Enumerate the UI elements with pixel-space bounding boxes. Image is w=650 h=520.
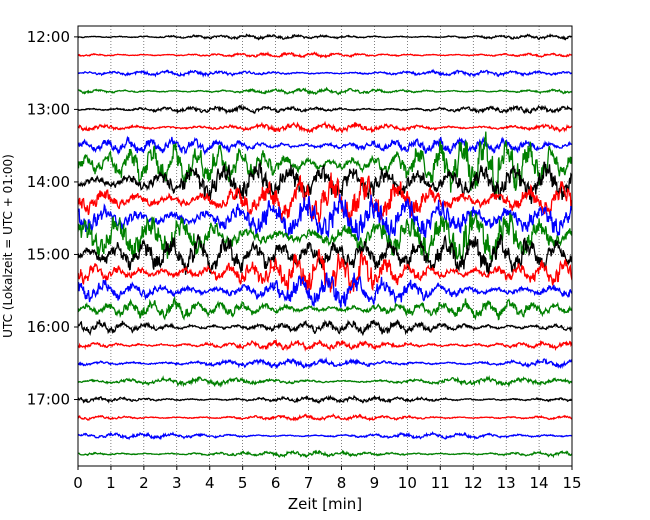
trace-line xyxy=(78,233,572,276)
x-tick-label: 2 xyxy=(139,474,149,492)
y-axis-label: UTC (Lokalzeit = UTC + 01:00) xyxy=(1,154,15,338)
x-axis-label: Zeit [min] xyxy=(288,495,362,513)
trace-line xyxy=(78,431,572,441)
trace-line xyxy=(78,104,572,115)
x-tick-label: 14 xyxy=(530,474,549,492)
x-tick-label: 3 xyxy=(172,474,182,492)
x-tick-label: 0 xyxy=(73,474,83,492)
x-tick-label: 8 xyxy=(337,474,347,492)
x-tick-label: 4 xyxy=(205,474,215,492)
x-tick-label: 10 xyxy=(398,474,417,492)
trace-line xyxy=(78,338,572,352)
y-tick-label: 15:00 xyxy=(27,245,70,263)
ticks: 0 1 2 3 4 5 6 7 8 9 10 11 12 13 14 1512:0013:0014:0015:… xyxy=(27,28,582,492)
trace-line xyxy=(78,33,572,41)
x-tick-label: 6 xyxy=(271,474,281,492)
x-tick-label: 9 xyxy=(370,474,380,492)
trace-line xyxy=(78,68,572,78)
trace-line xyxy=(78,449,572,459)
trace-line xyxy=(78,193,572,243)
trace-line xyxy=(78,86,572,96)
trace-line xyxy=(78,374,572,388)
y-tick-label: 13:00 xyxy=(27,100,70,118)
x-tick-label: 13 xyxy=(497,474,516,492)
trace-line xyxy=(78,51,572,59)
trace-line xyxy=(78,172,572,225)
trace-line xyxy=(78,319,572,337)
trace-line xyxy=(78,135,572,156)
x-tick-label: 5 xyxy=(238,474,248,492)
x-tick-label: 12 xyxy=(464,474,483,492)
trace-line xyxy=(78,295,572,321)
x-tick-label: 7 xyxy=(304,474,314,492)
traces xyxy=(78,33,572,459)
x-tick-label: 11 xyxy=(431,474,450,492)
y-tick-label: 12:00 xyxy=(27,28,70,46)
y-tick-label: 14:00 xyxy=(27,173,70,191)
trace-line xyxy=(78,272,572,308)
y-tick-label: 17:00 xyxy=(27,391,70,409)
x-tick-label: 15 xyxy=(562,474,581,492)
trace-line xyxy=(78,120,572,134)
trace-line xyxy=(78,161,572,205)
trace-line xyxy=(78,210,572,264)
trace-line xyxy=(78,356,572,370)
plot-frame xyxy=(77,25,573,467)
trace-line xyxy=(78,394,572,405)
x-tick-label: 1 xyxy=(106,474,116,492)
trace-line xyxy=(78,413,572,422)
y-tick-label: 16:00 xyxy=(27,318,70,336)
